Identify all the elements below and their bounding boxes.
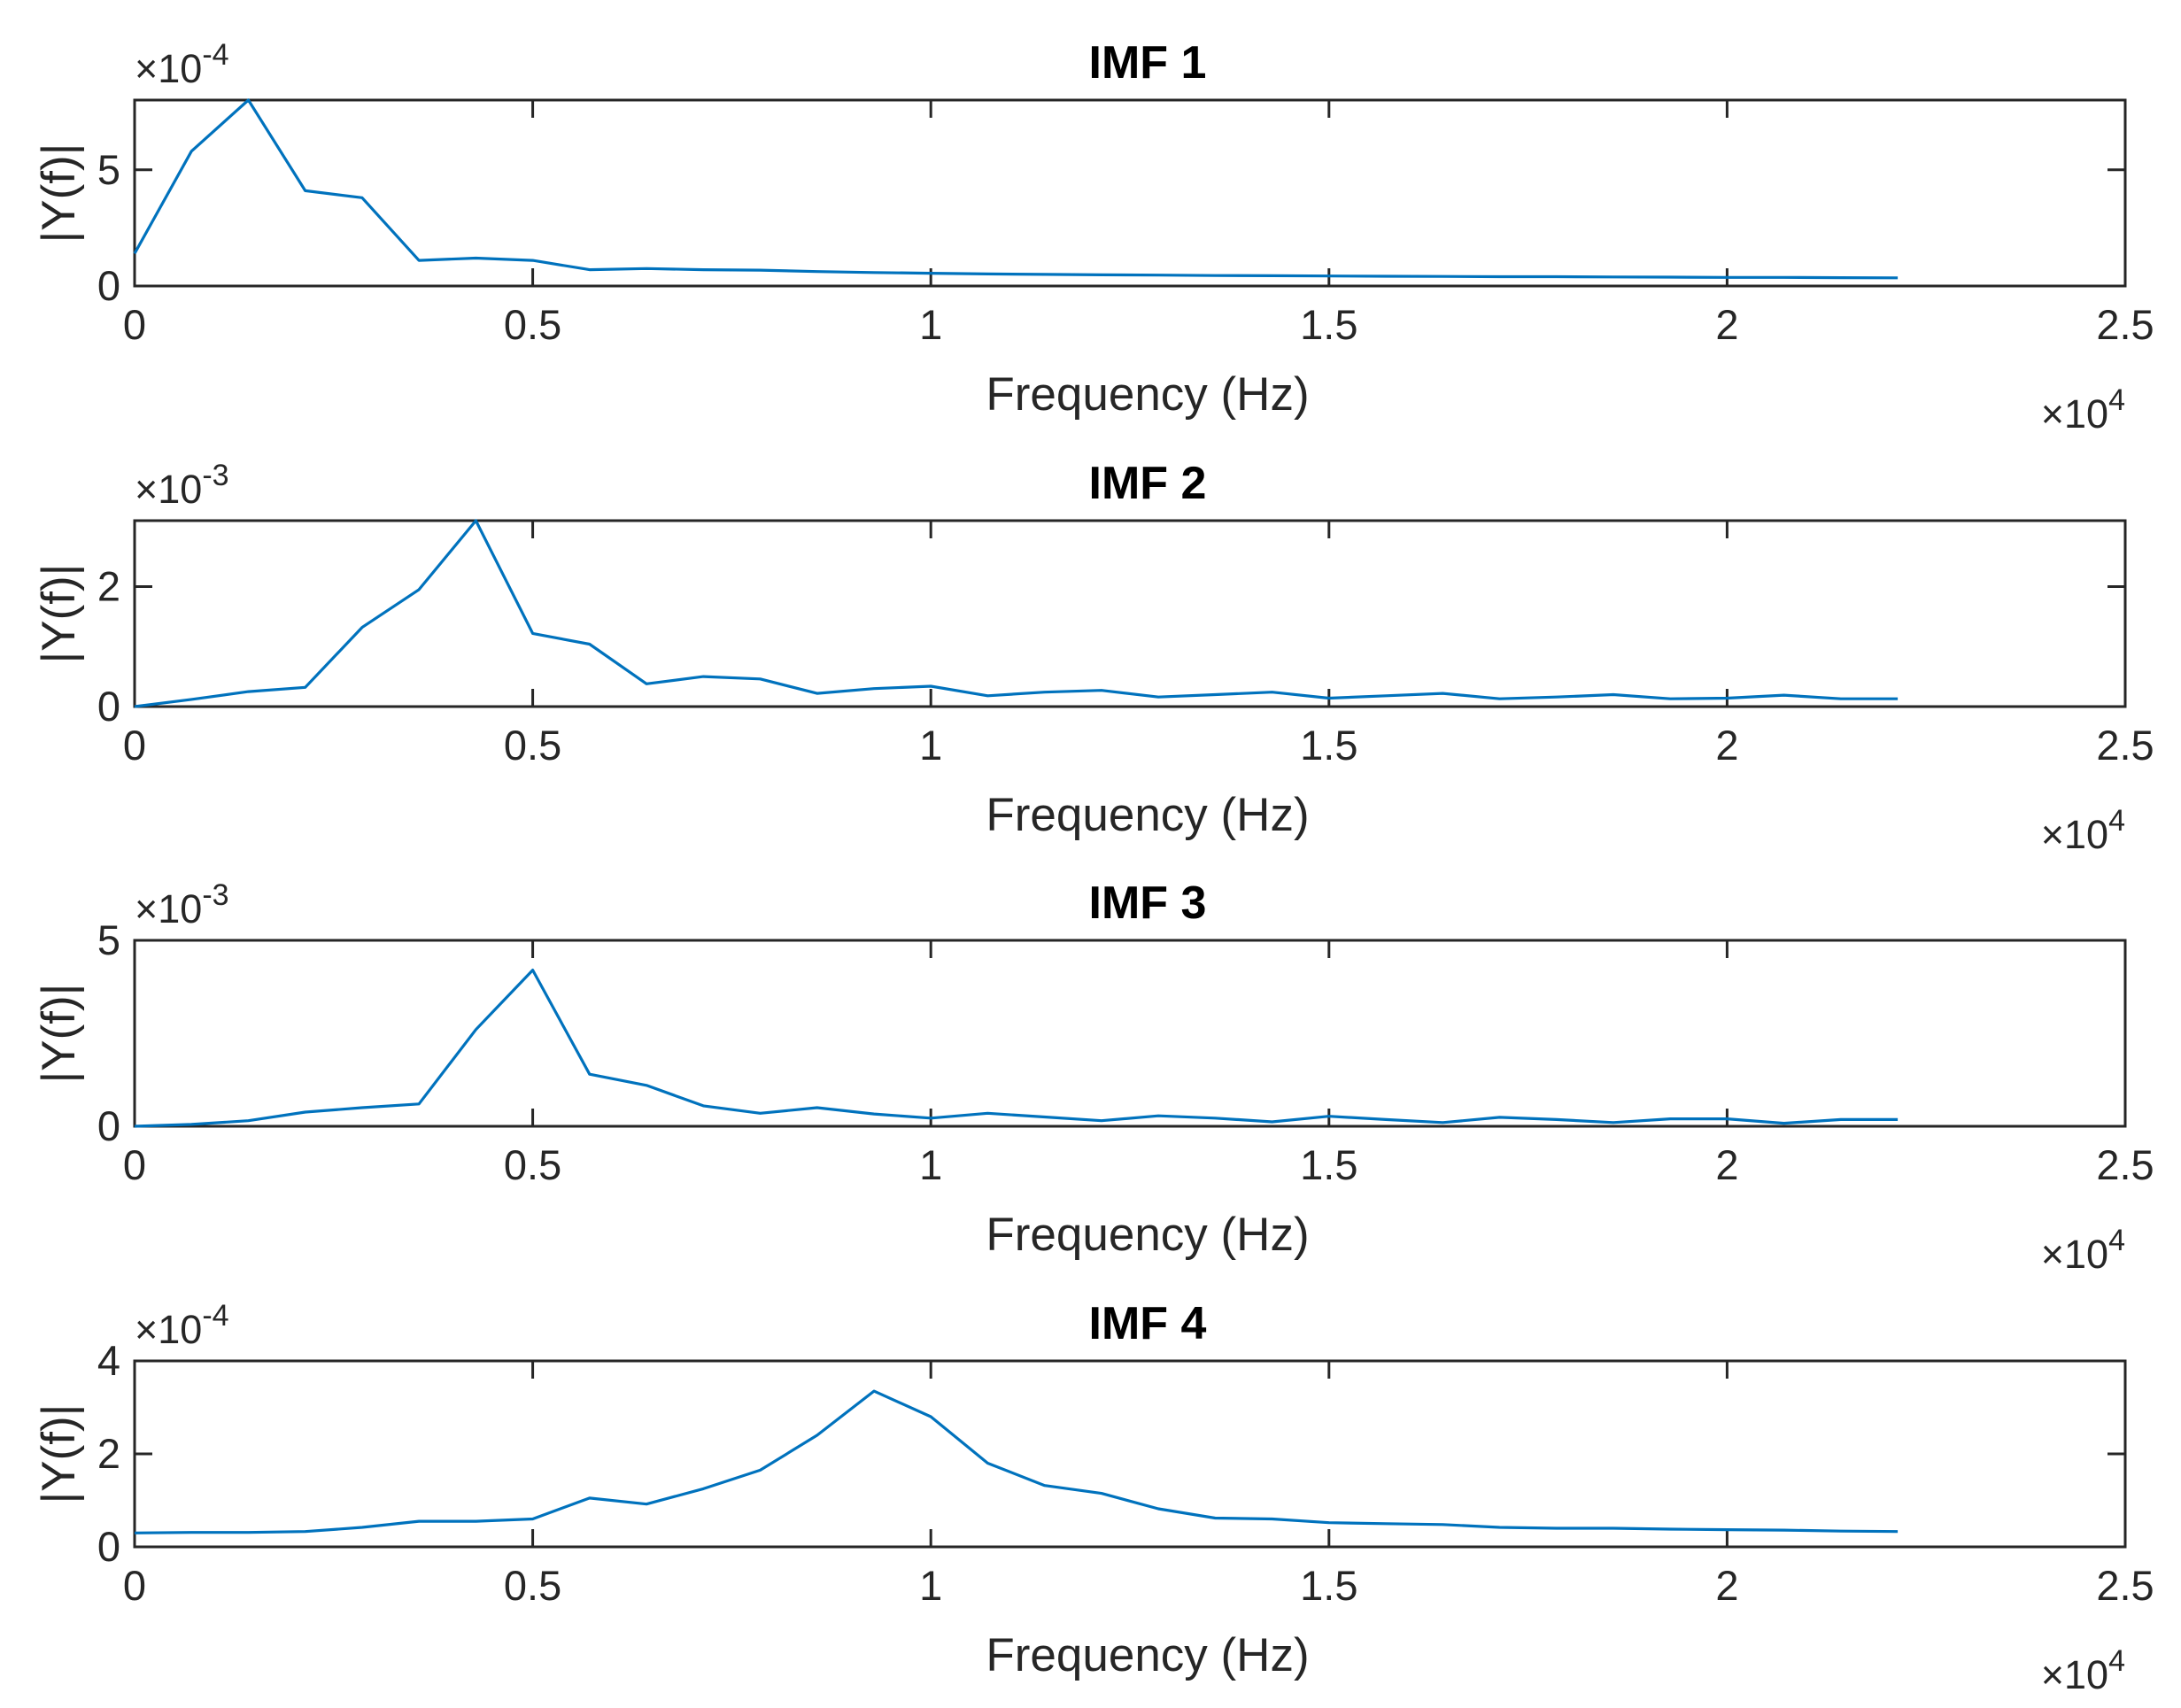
x-tick-label: 2 [1715,301,1738,348]
x-exponent-label: ×104 [2041,1224,2125,1277]
y-tick-label: 2 [97,1430,120,1477]
x-axis-label: Frequency (Hz) [986,1629,1309,1681]
y-exponent-power: -3 [202,878,228,912]
y-axis-label: |Y(f)| [33,1404,85,1504]
x-tick-label: 1.5 [1300,722,1357,769]
axes-box [133,1359,2127,1549]
x-tick-label: 2 [1715,1562,1738,1609]
subplot-title: IMF 3 [1089,877,1207,929]
subplot-title: IMF 4 [1089,1298,1207,1349]
series-line-imf-3 [134,968,1899,1128]
subplot-title: IMF 2 [1089,458,1207,509]
x-tick-label: 2.5 [2096,1562,2154,1609]
series-line-imf-2 [134,519,1899,708]
x-tick-label: 2.5 [2096,1141,2154,1188]
x-tick-label: 2.5 [2096,722,2154,769]
x-exponent-power: 4 [2108,804,2125,838]
x-tick-label: 0 [123,1562,146,1609]
subplot-title: IMF 1 [1089,37,1207,89]
x-tick-label: 1.5 [1300,1562,1357,1609]
y-axis-label: |Y(f)| [33,143,85,243]
x-tick-label: 1 [919,1141,942,1188]
x-exponent-base: ×10 [2041,812,2108,857]
y-exponent-power: -4 [202,1299,228,1333]
series-line-imf-4 [134,1389,1899,1534]
y-exponent-label: ×10-3 [135,459,229,512]
x-tick-label: 2 [1715,1141,1738,1188]
x-tick-label: 1 [919,1562,942,1609]
y-exponent-base: ×10 [135,467,202,512]
x-exponent-label: ×104 [2041,383,2125,437]
x-exponent-power: 4 [2108,383,2125,417]
axes-box [133,939,2127,1128]
x-exponent-base: ×10 [2041,391,2108,437]
subplot-4: 0 0.5 1 1.5 2 2.5 0 2 4 IMF 4 Frequency (Hz) |Y(f)|… [33,1298,2154,1697]
y-tick-label: 4 [97,1337,120,1384]
x-tick-label: 1.5 [1300,301,1357,348]
y-tick-label: 0 [97,683,120,730]
x-exponent-base: ×10 [2041,1652,2108,1697]
y-axis-label: |Y(f)| [33,564,85,664]
y-exponent-base: ×10 [135,46,202,91]
y-tick-label: 5 [97,916,120,963]
x-tick-label: 0 [123,1141,146,1188]
y-tick-label: 0 [97,1102,120,1149]
x-tick-label: 0 [123,722,146,769]
axes-box [133,98,2127,288]
y-exponent-power: -3 [202,459,228,492]
x-tick-label: 2.5 [2096,301,2154,348]
y-axis-label: |Y(f)| [33,984,85,1084]
y-tick-label: 0 [97,262,120,309]
y-tick-label: 2 [97,563,120,610]
subplot-3: 0 0.5 1 1.5 2 2.5 0 5 IMF 3 Frequency (Hz) |Y(f)| ×… [33,877,2154,1277]
x-tick-label: 0.5 [504,1562,561,1609]
x-tick-label: 0.5 [504,1141,561,1188]
subplot-2: 0 0.5 1 1.5 2 2.5 0 2 IMF 2 Frequency (Hz) |Y(f)| ×… [33,458,2154,857]
series-line-imf-1 [133,98,1899,280]
x-tick-label: 0.5 [504,722,561,769]
x-exponent-power: 4 [2108,1644,2125,1678]
x-axis-label: Frequency (Hz) [986,1209,1309,1261]
y-exponent-base: ×10 [135,1307,202,1352]
x-tick-label: 1.5 [1300,1141,1357,1188]
y-exponent-power: -4 [202,38,228,72]
x-exponent-base: ×10 [2041,1232,2108,1277]
x-tick-label: 0.5 [504,301,561,348]
y-exponent-label: ×10-4 [135,1299,229,1352]
axes-box [133,519,2127,708]
x-exponent-power: 4 [2108,1224,2125,1257]
y-exponent-label: ×10-4 [135,38,229,91]
y-tick-label: 5 [97,146,120,193]
subplot-1: 0 0.5 1 1.5 2 2.5 0 5 IMF 1 Frequency (Hz) |Y(f)| ×… [33,37,2154,437]
x-axis-label: Frequency (Hz) [986,368,1309,421]
x-exponent-label: ×104 [2041,1644,2125,1697]
x-tick-label: 1 [919,722,942,769]
x-exponent-label: ×104 [2041,804,2125,857]
x-tick-label: 0 [123,301,146,348]
x-axis-label: Frequency (Hz) [986,789,1309,841]
y-tick-label: 0 [97,1523,120,1570]
x-tick-label: 2 [1715,722,1738,769]
y-exponent-label: ×10-3 [135,878,229,931]
x-tick-label: 1 [919,301,942,348]
y-exponent-base: ×10 [135,886,202,931]
